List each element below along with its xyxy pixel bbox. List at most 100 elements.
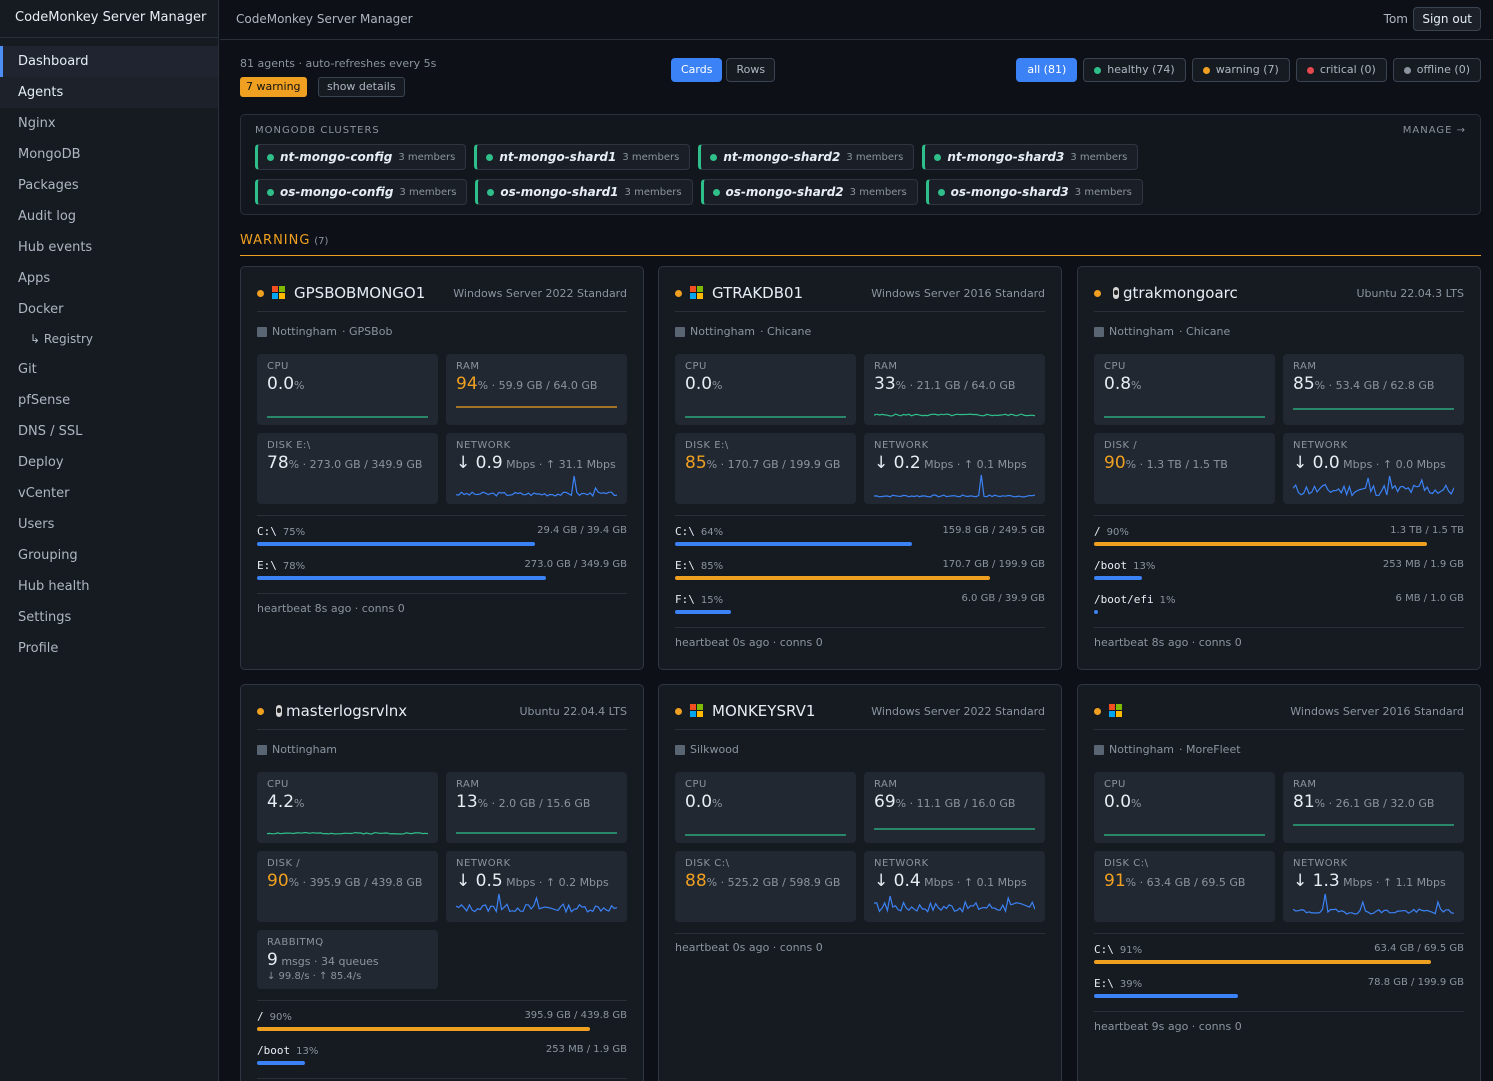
sign-out-button[interactable]: Sign out [1413,7,1481,31]
sidebar-item-mongodb[interactable]: MongoDB [18,147,81,162]
disk-metric-label: DISK / [1104,440,1138,451]
disk-percent: 85% [700,561,724,572]
sidebar-item-registry[interactable]: ↳ Registry [30,332,93,346]
agent-hostname[interactable]: GPSBOBMONGO1 [294,284,426,302]
disk-usage-bar [257,542,627,546]
status-dot-icon [1403,66,1411,74]
disk-row: E:\ 39% 78.8 GB / 199.9 GB [1094,977,1464,1011]
location-name: Nottingham [1109,325,1175,338]
agent-os: Windows Server 2016 Standard [871,286,1045,300]
ram-metric-label: RAM [1293,361,1317,372]
agent-card[interactable]: GTRAKDB01 Windows Server 2016 Standard Not… [658,266,1062,670]
agent-location: Silkwood [675,743,739,756]
agent-card[interactable]: Windows Server 2016 Standard Nottingham · … [1077,684,1481,1081]
ram-metric-number: 13 [456,792,478,812]
disk-list: C:\ 75% 29.4 GB / 39.4 GB E:\ 78% 273.0 GB / … [257,525,627,593]
divider [257,593,627,594]
disk-metric-label: DISK / [267,858,301,869]
filter-all-button[interactable]: all (81) [1016,58,1078,82]
ram-metric-unit: % [1314,797,1326,810]
network-metric-number: ↓ 0.0 [1293,453,1340,473]
status-dot-icon [267,153,274,161]
filter-offline-button[interactable]: offline (0) [1392,58,1481,82]
divider [675,933,1045,934]
agent-card[interactable]: gtrakmongoarc Ubuntu 22.04.3 LTS Nottingha… [1077,266,1481,670]
view-rows-button[interactable]: Rows [726,58,776,82]
cpu-metric-unit: % [1131,379,1142,392]
disk-mount: E:\ [1094,977,1114,990]
sidebar-item-hub-health[interactable]: Hub health [18,579,90,594]
network-metric-detail: · ↑ 31.1 Mbps [535,458,616,471]
ram-metric-number: 69 [874,792,896,812]
ram-metric-value: 94% · 59.9 GB / 64.0 GB [456,374,617,394]
rabbitmq-metric: RABBITMQ 9 msgs · 34 queues ↓ 99.8/s · ↑ 8… [257,930,438,989]
agent-hostname[interactable]: masterlogsrvlnx [286,702,408,720]
cluster-chip[interactable]: os-mongo-shard2 3 members [700,179,918,205]
sidebar-item-profile[interactable]: Profile [18,641,59,656]
disk-mount: /boot/efi [1094,593,1154,606]
sidebar-item-nginx[interactable]: Nginx [18,116,56,131]
disk-metric-label: DISK C:\ [685,858,730,869]
cluster-chip[interactable]: nt-mongo-shard3 3 members [922,144,1139,170]
cluster-chip[interactable]: os-mongo-shard1 3 members [475,179,693,205]
agent-card[interactable]: masterlogsrvlnx Ubuntu 22.04.4 LTS Notting… [240,684,644,1081]
filter-label: critical (0) [1319,63,1376,76]
sidebar-item-grouping[interactable]: Grouping [18,548,78,563]
disk-mount: /boot [257,1044,291,1057]
sidebar-item-pfsense[interactable]: pfSense [18,393,71,408]
disk-mount: C:\ [1094,943,1114,956]
manage-clusters-link[interactable]: MANAGE → [1402,125,1466,136]
disk-list: C:\ 91% 63.4 GB / 69.5 GB E:\ 39% 78.8 GB / 1… [1094,943,1464,1011]
filter-healthy-button[interactable]: healthy (74) [1083,58,1186,82]
warning-badge[interactable]: 7 warning [240,77,307,97]
cpu-metric-value: 4.2% [267,792,428,812]
cluster-chips: nt-mongo-config 3 members nt-mongo-shard1 3… [255,144,1355,205]
filter-critical-button[interactable]: critical (0) [1295,58,1387,82]
disk-metric-value: 85% · 170.7 GB / 199.9 GB [685,453,846,473]
sidebar-item-vcenter[interactable]: vCenter [18,486,70,501]
sidebar-item-git[interactable]: Git [18,362,37,377]
agent-card[interactable]: MONKEYSRV1 Windows Server 2022 Standard Si… [658,684,1062,1081]
cluster-chip[interactable]: nt-mongo-shard1 3 members [474,144,691,170]
disk-usage-fill [1094,994,1239,998]
current-user: Tom [1383,12,1408,26]
sidebar-item-dns-ssl[interactable]: DNS / SSL [18,424,83,439]
disk-metric-label: DISK C:\ [1104,858,1149,869]
disk-usage-fill [257,1061,306,1065]
sidebar-item-settings[interactable]: Settings [18,610,72,625]
network-metric-value: ↓ 1.3 Mbps · ↑ 1.1 Mbps [1293,871,1454,891]
sidebar-item-audit-log[interactable]: Audit log [18,209,77,224]
sidebar-item-docker[interactable]: Docker [18,302,64,317]
divider [257,1000,627,1001]
sidebar-item-hub-events[interactable]: Hub events [18,240,93,255]
cluster-members: 3 members [624,186,682,198]
disk-metric: DISK C:\ 88% · 525.2 GB / 598.9 GB [675,851,856,922]
disk-row: / 90% 395.9 GB / 439.8 GB [257,1010,627,1044]
filter-warning-button[interactable]: warning (7) [1191,58,1290,82]
cluster-chip[interactable]: nt-mongo-shard2 3 members [698,144,915,170]
metrics-grid: CPU 0.0% RAM 81% · 26.1 GB / 32.0 GB DISK C:… [1094,772,1464,922]
agent-hostname[interactable]: GTRAKDB01 [712,284,804,302]
cluster-chip[interactable]: os-mongo-shard3 3 members [925,179,1143,205]
disk-percent: 1% [1159,595,1176,606]
disk-percent: 91% [1119,945,1143,956]
disk-percent: 15% [700,595,724,606]
sidebar-item-dashboard[interactable]: Dashboard [0,46,218,77]
show-details-button[interactable]: show details [318,77,405,97]
building-icon [257,326,267,337]
cluster-chip[interactable]: os-mongo-config 3 members [255,179,468,205]
agent-card[interactable]: GPSBOBMONGO1 Windows Server 2022 Standard… [240,266,644,670]
sidebar-item-users[interactable]: Users [18,517,55,532]
sidebar-item-agents[interactable]: Agents [0,77,218,108]
cluster-chip[interactable]: nt-mongo-config 3 members [255,144,467,170]
disk-size: 159.8 GB / 249.5 GB [942,525,1045,536]
cpu-metric-label: CPU [1104,779,1126,790]
agent-hostname[interactable]: gtrakmongoarc [1123,284,1238,302]
cpu-metric-label: CPU [267,779,289,790]
sidebar-item-deploy[interactable]: Deploy [18,455,64,470]
view-cards-button[interactable]: Cards [671,58,723,82]
sidebar-item-packages[interactable]: Packages [18,178,79,193]
sidebar-item-apps[interactable]: Apps [18,271,51,286]
agent-hostname[interactable]: MONKEYSRV1 [712,702,816,720]
metrics-grid: CPU 0.8% RAM 85% · 53.4 GB / 62.8 GB DISK / 9… [1094,354,1464,504]
